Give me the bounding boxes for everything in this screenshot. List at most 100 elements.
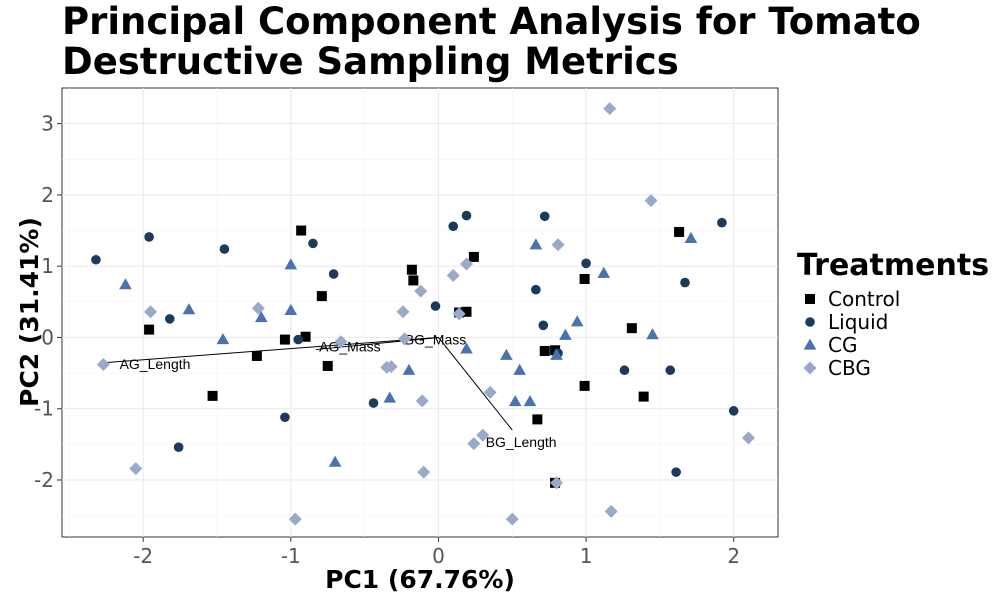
x-tick-label: 0 [432,544,445,568]
chart-title: Principal Component Analysis for Tomato … [62,0,921,83]
point-liquid [665,365,676,376]
grid-lines [62,88,778,537]
x-tick-label: 1 [580,544,593,568]
point-cg [684,231,698,243]
point-cg [513,363,526,375]
x-tick-label: 2 [727,544,740,568]
point-cg [402,363,416,375]
point-cbg [460,257,474,271]
x-axis-title: PC1 (67.76%) [325,565,515,594]
point-cg [550,348,563,360]
legend-label-cg: CG [828,333,857,357]
y-axis-ticks: -2 -1 0 1 2 3 [34,112,62,492]
point-control [322,360,333,371]
point-liquid [164,314,175,324]
point-cbg [396,305,410,319]
point-cbg [446,268,460,282]
point-cg [508,395,522,407]
y-tick-label: 2 [41,183,54,207]
point-liquid [293,334,304,345]
point-liquid [680,277,690,288]
point-control [468,251,479,262]
point-cbg [384,360,398,374]
point-cg [328,455,342,467]
point-liquid [144,232,154,242]
point-liquid [368,398,379,408]
point-cbg [251,301,265,315]
point-cbg [144,305,158,319]
y-tick-label: 3 [41,112,54,136]
legend-key-liquid [805,317,815,327]
point-cbg [551,238,565,252]
x-axis-ticks: -2 -1 0 1 2 [133,537,740,568]
legend-label-control: Control [828,287,900,311]
point-liquid [430,301,441,311]
plot-panel [61,87,779,538]
point-liquid [581,258,591,269]
legend-item-cbg: CBG [803,356,871,380]
point-cg [500,348,513,360]
point-liquid [219,244,230,254]
point-cg [216,333,230,345]
point-liquid [328,269,339,279]
point-cbg [397,332,411,346]
loading-label-bg-mass: BG_Mass [405,332,466,348]
point-control [300,331,311,342]
point-cg [570,315,584,327]
point-liquid [619,365,630,376]
point-cbg [603,102,617,116]
point-cg [119,278,132,290]
y-tick-label: 1 [41,254,54,278]
point-control [638,391,649,402]
point-cbg [129,462,143,476]
point-cbg [452,307,466,321]
point-liquid [671,467,681,477]
point-cg [182,303,196,315]
series-cg [119,231,698,467]
point-control [408,275,419,286]
point-cg [254,310,268,323]
data-points [91,102,755,526]
loading-arrow-bg-mass [404,336,439,341]
legend-item-control: Control [805,287,900,311]
point-liquid [538,320,549,331]
loading-label-ag-length: AG_Length [120,356,191,372]
point-liquid [448,221,459,232]
loading-vectors: AG_Length AG_Mass BG_Mass BG_Length [98,332,557,450]
legend-label-liquid: Liquid [828,310,888,334]
loading-arrow-ag-length [98,336,439,364]
point-control [626,323,637,334]
y-axis-title: PC2 (31.41%) [15,217,44,407]
point-control [316,291,327,302]
x-tick-label: -2 [133,544,153,568]
point-control [674,226,685,237]
loading-label-bg-length: BG_Length [486,434,557,450]
legend-key-cg [803,338,817,350]
point-cg [646,328,659,340]
point-cg [523,395,537,407]
point-cbg [467,437,481,451]
point-cg [529,238,543,250]
point-control [579,380,590,391]
point-cg [597,266,611,278]
point-cbg [415,394,429,408]
point-control [144,324,155,335]
y-tick-label: -2 [34,468,54,492]
point-liquid [461,210,472,221]
legend-label-cbg: CBG [828,356,871,380]
point-liquid [308,238,318,249]
point-liquid [728,406,739,416]
series-liquid [91,210,739,477]
point-cbg [288,512,302,526]
point-cg [284,303,298,315]
point-control [251,350,262,361]
point-cbg [604,504,618,518]
point-control [532,414,543,425]
point-control [461,306,472,317]
point-cg [284,258,298,270]
point-liquid [173,442,184,453]
point-cbg [334,335,348,349]
point-cbg [414,284,428,298]
point-cbg [483,385,497,399]
